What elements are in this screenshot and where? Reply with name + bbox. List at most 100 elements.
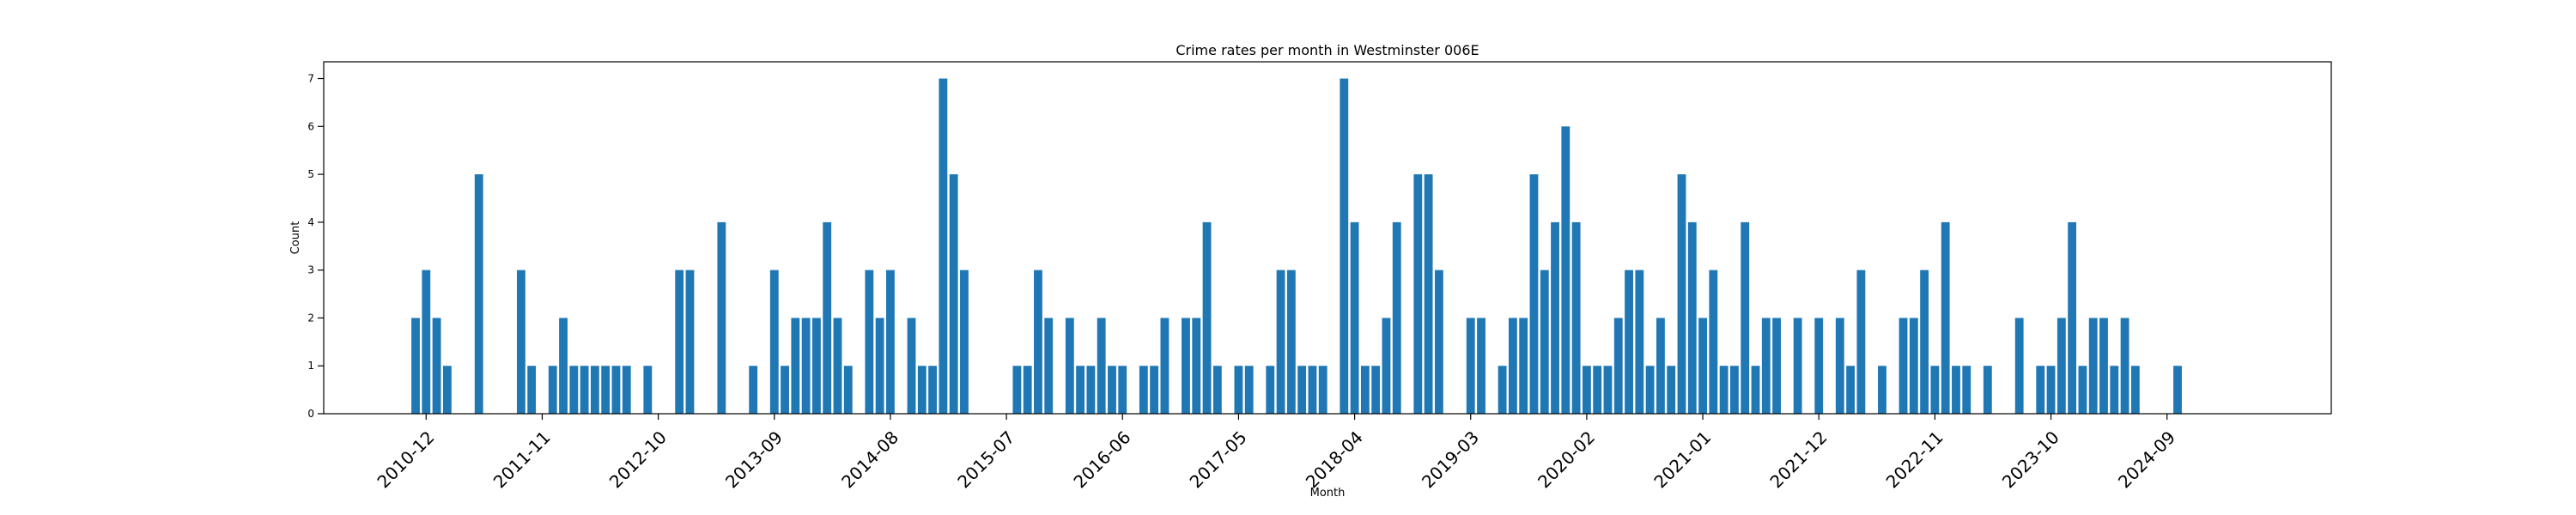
bar (1909, 318, 1918, 414)
bar (949, 174, 958, 414)
chart-title: Crime rates per month in Westminster 006… (1176, 42, 1479, 58)
bar (1076, 366, 1085, 414)
bar (2057, 318, 2066, 414)
bar (1297, 366, 1307, 414)
x-tick-label: 2016-06 (1069, 427, 1134, 492)
bar (2046, 366, 2056, 414)
bar (527, 366, 537, 414)
bar (1719, 366, 1728, 414)
bar (1466, 318, 1475, 414)
bar (791, 318, 800, 414)
x-tick-label: 2023-10 (1998, 427, 2063, 492)
bar (1656, 318, 1665, 414)
y-axis: 0 1 2 3 4 5 6 7 (307, 73, 324, 420)
bar (1593, 366, 1602, 414)
bar (2036, 366, 2045, 414)
bar (1434, 270, 1443, 414)
bar (1392, 221, 1401, 414)
bar (1835, 318, 1844, 414)
bar (1878, 366, 1886, 414)
bar (1234, 366, 1243, 414)
x-tick-label: 2013-09 (721, 427, 787, 492)
bar (907, 318, 916, 414)
bar (1244, 366, 1254, 414)
bar (548, 366, 557, 414)
bar (580, 366, 589, 414)
y-tick-label: 4 (307, 216, 314, 228)
plot-area-frame (323, 61, 2332, 415)
bar (1266, 366, 1275, 414)
bar (1012, 366, 1022, 414)
bar (1625, 270, 1633, 414)
bar (601, 366, 611, 414)
bar (1192, 318, 1201, 414)
bar (1561, 126, 1571, 414)
bar (1318, 366, 1327, 414)
y-tick-label: 5 (307, 168, 314, 180)
x-tick-label: 2010-12 (374, 427, 439, 492)
bar (2110, 366, 2119, 414)
bar (611, 366, 621, 414)
x-tick-label: 2021-01 (1649, 427, 1715, 492)
bar (1023, 366, 1032, 414)
bar (1044, 318, 1054, 414)
bar (1613, 318, 1623, 414)
bar (1962, 366, 1971, 414)
x-tick-label: 2022-11 (1882, 427, 1947, 492)
bar (2120, 318, 2129, 414)
bar (1382, 318, 1391, 414)
bar (1645, 366, 1655, 414)
bar (1108, 366, 1116, 414)
bar (769, 270, 779, 414)
bar (939, 78, 948, 415)
bars-group (411, 78, 2182, 415)
bar (1034, 270, 1042, 414)
bar (1139, 366, 1148, 414)
bar (559, 318, 568, 414)
bar (1160, 318, 1170, 414)
bar (643, 366, 653, 414)
bar (960, 270, 969, 414)
bar (1920, 270, 1929, 414)
bar (1772, 318, 1781, 414)
bar (1360, 366, 1370, 414)
x-axis-label: Month (1310, 487, 1346, 500)
bar (843, 366, 853, 414)
bar (1930, 366, 1940, 414)
bar (1983, 366, 1992, 414)
bar (1582, 366, 1591, 414)
bar (1856, 270, 1866, 414)
y-tick-label: 1 (307, 360, 314, 372)
x-tick-label: 2021-12 (1765, 427, 1831, 492)
bar (833, 318, 842, 414)
y-tick-label: 6 (307, 120, 314, 132)
bar (422, 270, 431, 414)
bar (1519, 318, 1528, 414)
bar (622, 366, 631, 414)
bar (432, 318, 441, 414)
bar (1551, 221, 1559, 414)
bar (1709, 270, 1718, 414)
y-tick-label: 2 (307, 312, 314, 324)
x-tick-label: 2011-11 (489, 427, 555, 492)
bar (1687, 221, 1697, 414)
bar (1371, 366, 1381, 414)
bar (812, 318, 821, 414)
bar (1603, 366, 1613, 414)
bar (823, 221, 832, 414)
bar (442, 366, 452, 414)
bar (2078, 366, 2087, 414)
x-tick-label: 2012-10 (605, 427, 671, 492)
bar (569, 366, 579, 414)
bar (590, 366, 599, 414)
bar (1814, 318, 1824, 414)
bar (1286, 270, 1296, 414)
bar (2173, 366, 2182, 414)
bar (781, 366, 789, 414)
x-tick-label: 2020-02 (1534, 427, 1599, 492)
bar (1793, 318, 1802, 414)
bar (2130, 366, 2140, 414)
bar (1698, 318, 1707, 414)
x-tick-label: 2015-07 (953, 427, 1018, 492)
bar (675, 270, 684, 414)
